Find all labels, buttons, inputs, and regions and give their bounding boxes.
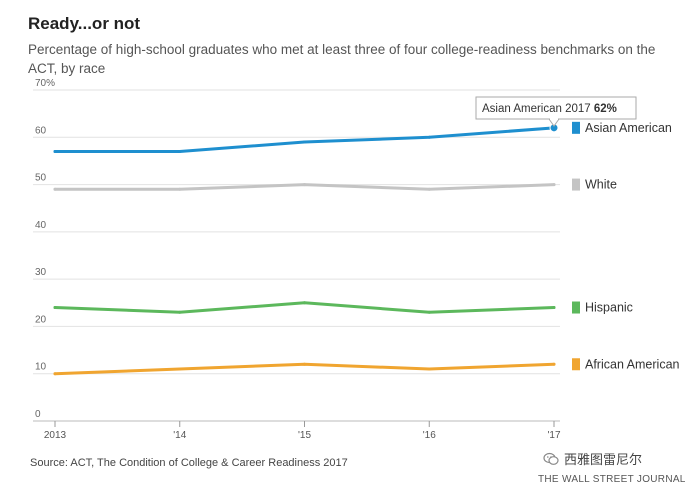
data-point: [53, 149, 57, 153]
data-point: [178, 187, 182, 191]
data-point: [427, 187, 431, 191]
publisher-name: THE WALL STREET JOURNAL: [538, 474, 686, 485]
legend-swatch: [572, 358, 580, 371]
x-tick-label: 2013: [44, 430, 67, 441]
data-point: [552, 362, 556, 366]
legend-swatch: [572, 178, 580, 191]
y-tick-label: 70%: [35, 78, 55, 89]
data-point: [303, 183, 306, 187]
data-point: [303, 362, 306, 366]
series-line-0: [53, 126, 556, 153]
wechat-icon: [543, 452, 559, 465]
legend-label: White: [585, 178, 617, 192]
y-tick-label: 10: [35, 362, 47, 373]
data-point: [303, 301, 306, 305]
data-point: [53, 372, 57, 376]
y-tick-label: 30: [35, 267, 47, 278]
y-tick-label: 20: [35, 314, 47, 325]
data-point: [178, 149, 182, 153]
chart-title: Ready...or not: [28, 14, 141, 33]
watermark-text: 西雅图雷尼尔: [564, 452, 643, 467]
tooltip-value: 62%: [594, 103, 617, 115]
data-point: [178, 367, 182, 371]
y-tick-label: 50: [35, 173, 47, 184]
y-tick-label: 40: [35, 220, 47, 231]
legend-swatch: [572, 301, 580, 314]
data-point: [552, 306, 556, 310]
data-point: [53, 187, 57, 191]
x-tick-label: '17: [547, 430, 560, 441]
data-point: [178, 310, 182, 314]
watermark: 西雅图雷尼尔: [543, 449, 642, 468]
legend-label: Asian American: [585, 121, 672, 135]
tooltip-pointer: [548, 118, 560, 127]
x-tick-label: '15: [298, 430, 311, 441]
data-point: [53, 306, 57, 310]
data-point: [303, 140, 306, 144]
y-tick-label: 0: [35, 409, 41, 420]
legend-label: African American: [585, 357, 680, 371]
tooltip-text: Asian American 2017 62%: [482, 103, 617, 115]
legend-label: Hispanic: [585, 301, 633, 315]
chart-subtitle: Percentage of high-school graduates who …: [28, 42, 656, 76]
x-tick-label: '16: [423, 430, 436, 441]
data-point: [427, 367, 431, 371]
data-point: [552, 183, 556, 187]
y-tick-label: 60: [35, 125, 47, 136]
tooltip-series-year: Asian American 2017: [482, 103, 594, 115]
data-point: [427, 310, 431, 314]
source-note: Source: ACT, The Condition of College & …: [30, 457, 348, 469]
data-point: [427, 135, 431, 139]
x-tick-label: '14: [173, 430, 186, 441]
legend-swatch: [572, 121, 580, 134]
